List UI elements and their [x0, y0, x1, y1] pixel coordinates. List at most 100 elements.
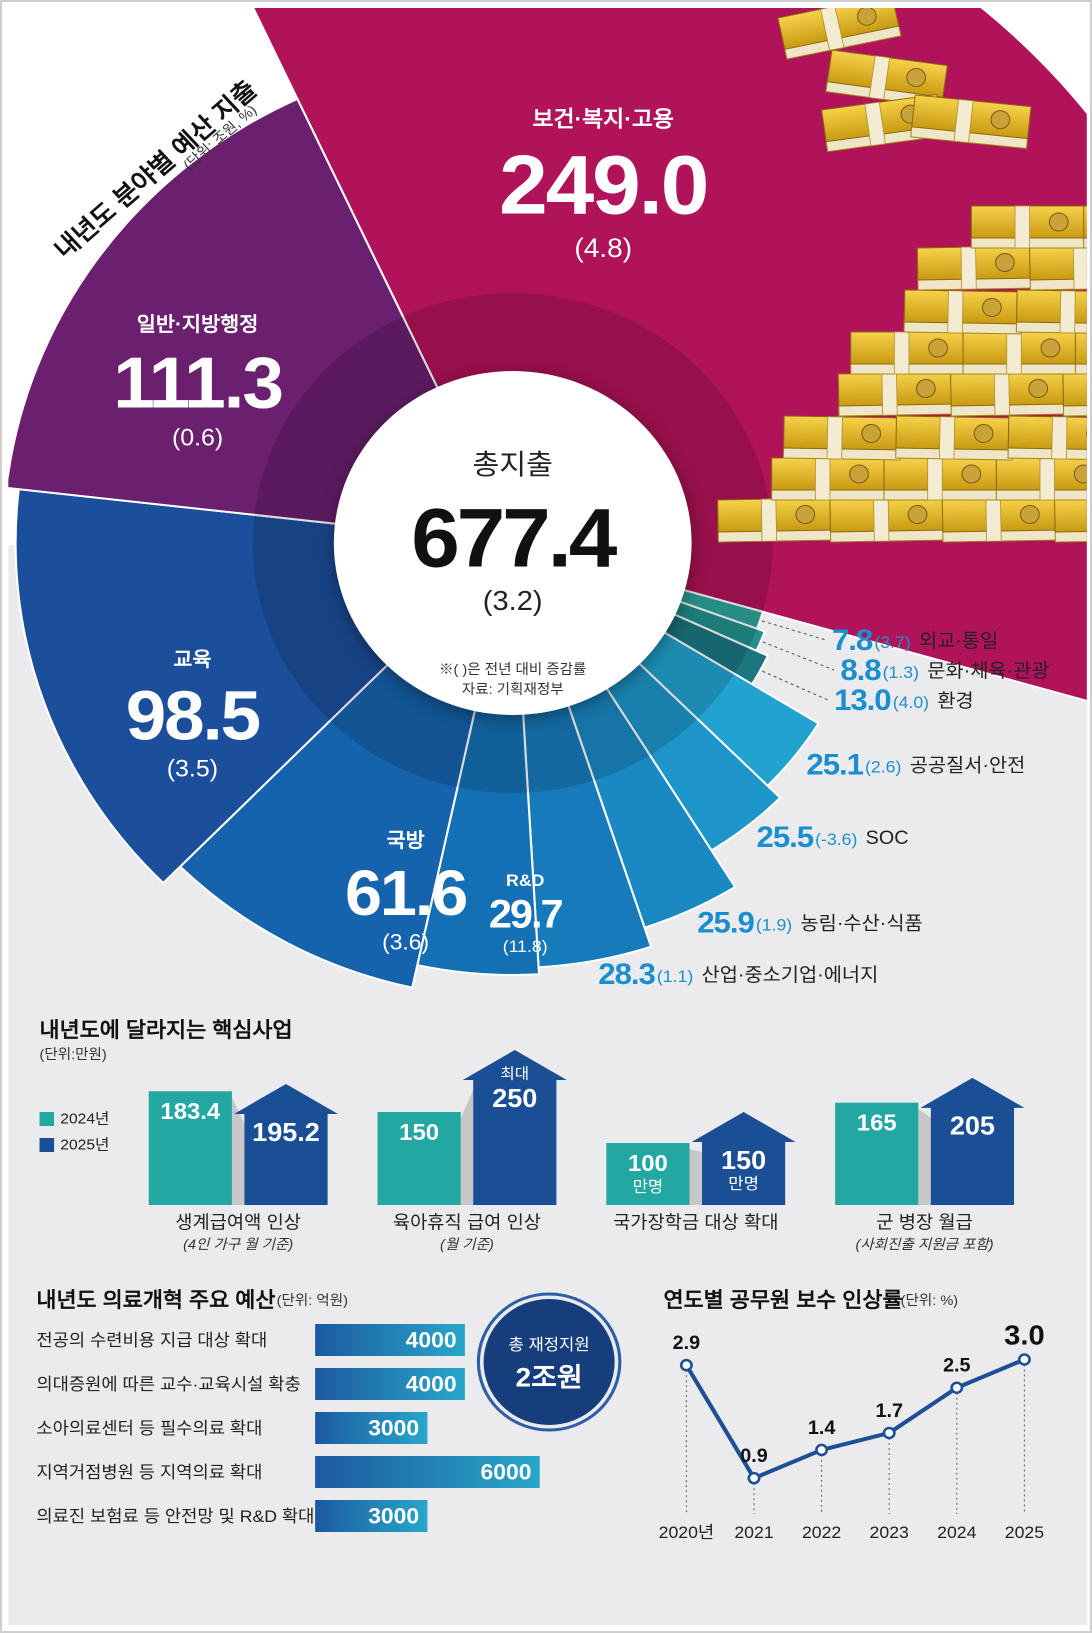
category-label: 생계급여액 인상	[175, 1212, 301, 1233]
value-label: 3.0	[1004, 1320, 1044, 1351]
legend-swatch	[39, 1138, 55, 1152]
sector-name: 일반·지방행정	[137, 313, 259, 336]
bundle-band	[893, 331, 910, 375]
money-bundle	[850, 331, 968, 375]
bundle-band	[938, 416, 956, 460]
value-label: 183.4	[160, 1099, 220, 1124]
center-change: (3.2)	[483, 585, 543, 616]
arrow-bar	[691, 1112, 796, 1205]
line-subtitle: (단위: %)	[901, 1292, 958, 1309]
bundle-top	[1029, 245, 1087, 281]
bundle-top	[1007, 415, 1087, 451]
bar-title: 내년도에 달라지는 핵심사업	[40, 1018, 293, 1042]
category-label: 의료진 보험료 등 안전망 및 R&D 확대	[36, 1506, 314, 1526]
bundle-portrait	[928, 338, 948, 358]
money-bundle	[1007, 415, 1087, 461]
legend-label: 2024년	[60, 1111, 109, 1128]
point	[950, 1381, 964, 1394]
category-sublabel: (4인 가구 월 기준)	[183, 1237, 293, 1253]
center-value: 677.4	[411, 491, 617, 585]
sector-change: (4.0)	[893, 692, 929, 712]
value-label: 100	[628, 1150, 668, 1175]
x-tick-label: 2022	[802, 1522, 841, 1542]
point	[747, 1471, 761, 1485]
money-bundle	[1083, 205, 1087, 249]
bundle-side	[1062, 401, 1087, 417]
x-tick-label: 2024	[937, 1522, 977, 1542]
sector-name: 외교·통일	[919, 630, 998, 652]
sector-value: 61.6	[345, 857, 466, 929]
bundle-portrait	[981, 297, 1002, 317]
sector-change: (3.6)	[382, 930, 429, 955]
money-bundle	[883, 457, 1001, 501]
bundle-portrait	[906, 68, 927, 88]
bundle-portrait	[1040, 338, 1061, 358]
sector-value: 111.3	[113, 343, 282, 423]
bar-shadow	[918, 1108, 931, 1205]
sector-change: (0.6)	[172, 425, 223, 451]
money-bundle	[916, 245, 1036, 291]
sector-change: (3.7)	[874, 632, 910, 652]
bundle-portrait	[795, 505, 816, 525]
category-label: 의대증원에 따른 교수·교육시설 확충	[36, 1374, 300, 1394]
money-bundle	[941, 497, 1060, 543]
value-label: 0.9	[740, 1445, 768, 1467]
sector-layer	[8, 8, 1087, 989]
sector-value: 28.3	[598, 958, 655, 991]
sector-change: (1.3)	[883, 662, 919, 682]
bundle-band	[864, 101, 886, 147]
hbar-title: 내년도 의료개혁 주요 예산	[36, 1288, 275, 1312]
badge-ring	[476, 1292, 622, 1432]
bundle-band	[1014, 205, 1031, 249]
value-label: 3000	[368, 1504, 419, 1529]
money-bundle	[903, 289, 1022, 335]
unit-label: 만명	[728, 1175, 759, 1193]
category-label: 육아휴직 급여 인상	[393, 1212, 541, 1233]
sector-name: 공공질서·안전	[910, 755, 1026, 777]
money-bundle	[777, 8, 902, 60]
value-label: 6000	[481, 1460, 532, 1485]
bundle-band	[1006, 331, 1022, 375]
hbar-subtitle: (단위: 억원)	[277, 1292, 348, 1309]
value-label: 2.5	[943, 1355, 971, 1377]
value-label: 150	[399, 1119, 439, 1144]
money-bundle	[1074, 331, 1087, 375]
leader-line	[761, 620, 826, 641]
sector-value: 25.9	[697, 906, 754, 939]
money-photo	[717, 8, 1087, 543]
arrow-bar	[920, 1077, 1025, 1205]
money-bundle	[1054, 497, 1087, 543]
value-label: 1.4	[808, 1417, 836, 1439]
sector-name: 농림·수산·식품	[801, 913, 923, 935]
bundle-band	[881, 372, 898, 416]
point	[882, 1426, 896, 1440]
bundle-portrait	[1019, 505, 1040, 525]
point	[679, 1358, 693, 1372]
bundle-portrait	[1028, 379, 1049, 399]
legend-label: 2025년	[60, 1137, 109, 1154]
x-tick-label: 2025	[1005, 1522, 1044, 1542]
bar	[315, 1412, 428, 1444]
value-label: 1.7	[875, 1400, 902, 1422]
bundle-portrait	[849, 464, 869, 484]
arrow-bar	[462, 1050, 567, 1205]
sector-value: 98.5	[126, 677, 260, 755]
sector-value: 8.8	[840, 653, 881, 686]
bundle-band	[814, 457, 831, 501]
sector-change: (1.9)	[756, 915, 792, 935]
bar	[835, 1102, 919, 1205]
sector-value: 13.0	[834, 683, 891, 716]
bundle-band	[985, 498, 1002, 542]
category-label: 지역거점병원 등 지역의료 확대	[36, 1462, 262, 1482]
badge-title: 총 재정지원	[509, 1336, 590, 1354]
value-label: 4000	[406, 1372, 457, 1397]
point	[1017, 1353, 1031, 1366]
bundle-top	[1062, 371, 1087, 407]
bundle-portrait	[856, 8, 877, 26]
money-bundle	[717, 497, 836, 543]
bundle-band	[868, 55, 891, 100]
money-bundle	[782, 415, 902, 461]
money-bundle	[1062, 371, 1087, 417]
x-tick-label: 2023	[870, 1522, 909, 1542]
sector-value: 29.7	[489, 891, 562, 936]
